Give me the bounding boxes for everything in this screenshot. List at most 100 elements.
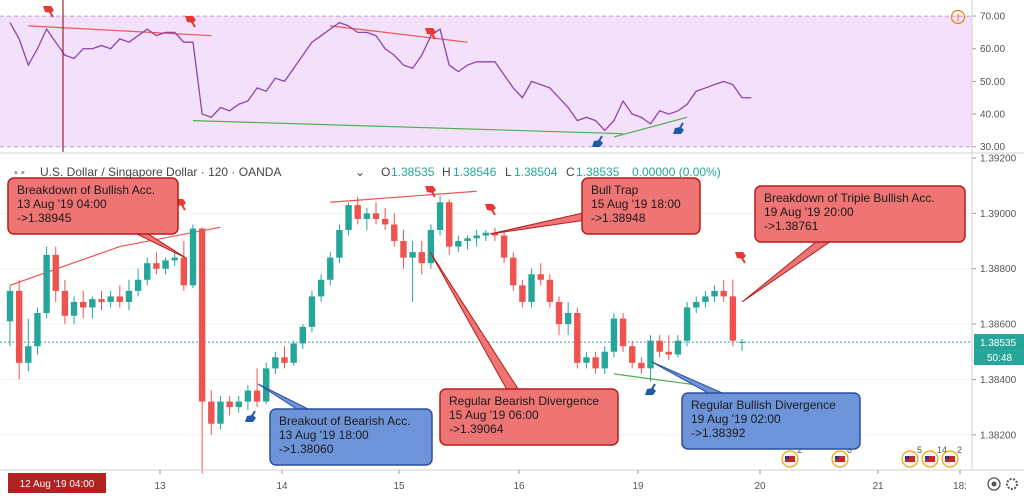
candle xyxy=(500,229,508,264)
price-trendlines xyxy=(9,190,697,386)
event-count: 2 xyxy=(797,445,802,455)
time-tick-label: 14 xyxy=(276,481,288,492)
bear-marker-icon[interactable] xyxy=(485,204,496,216)
candle xyxy=(528,268,535,308)
rsi-trendline[interactable] xyxy=(613,116,688,138)
candle-body xyxy=(693,301,700,308)
candle xyxy=(6,285,14,347)
candle-body xyxy=(61,290,69,316)
bull-marker-icon[interactable] xyxy=(592,135,603,147)
callout-box xyxy=(439,388,619,446)
candle-body xyxy=(592,357,599,369)
bull-marker-icon[interactable] xyxy=(245,410,256,422)
callout-line: Breakout of Bearish Acc. xyxy=(279,414,410,428)
candle-body xyxy=(455,241,462,247)
candle-body xyxy=(336,229,343,258)
candle xyxy=(171,252,178,266)
ohlc-c-label: C xyxy=(566,165,575,179)
candle xyxy=(25,318,32,372)
ohlc-l-value: 1.38504 xyxy=(514,165,558,179)
rsi-trendline[interactable] xyxy=(192,120,624,135)
time-tick-label: 18: xyxy=(953,481,967,492)
bear-marker-icon[interactable] xyxy=(425,28,436,40)
callout-line: 13 Aug '19 18:00 xyxy=(279,428,369,442)
callout-box xyxy=(269,408,433,466)
candle-body xyxy=(519,285,526,302)
candle-body xyxy=(134,279,142,291)
candle xyxy=(400,229,407,269)
candle xyxy=(455,235,462,253)
candle xyxy=(418,241,425,275)
candle-body xyxy=(345,205,352,230)
settings-icon[interactable] xyxy=(1006,478,1018,490)
event-flag-icon[interactable]: 14 xyxy=(921,445,947,468)
candle-body xyxy=(500,235,508,258)
price-axis: 1.39200 1.39000 1.38800 1.38600 1.38400 1.382… xyxy=(971,0,1024,470)
event-count: 14 xyxy=(937,445,947,455)
candle xyxy=(638,357,645,374)
candle-body xyxy=(198,228,206,402)
candle-body xyxy=(153,263,160,269)
bullish-callout[interactable]: Breakout of Bearish Acc.13 Aug '19 18:00… xyxy=(257,383,433,466)
callout-line: ->1.38060 xyxy=(279,442,334,456)
symbol-header: ▪ ▪ U.S. Dollar / Singapore Dollar · 120… xyxy=(14,165,721,179)
candle-body xyxy=(208,401,215,424)
candle-body xyxy=(381,218,389,225)
candle-body xyxy=(702,296,709,302)
candle-body xyxy=(555,301,563,325)
candle xyxy=(235,396,242,413)
price-trendline[interactable] xyxy=(613,373,697,386)
candle xyxy=(180,241,188,291)
screenshot-icon[interactable] xyxy=(987,477,1001,491)
candle xyxy=(317,274,325,302)
candle xyxy=(464,235,471,250)
bull-marker-icon[interactable] xyxy=(673,122,684,134)
candle-body xyxy=(299,326,306,344)
symbol-icon[interactable]: ▪ ▪ xyxy=(14,167,25,179)
alert-icon[interactable]: ! xyxy=(950,9,966,25)
candle xyxy=(555,296,563,336)
candle-body xyxy=(235,401,242,408)
bear-marker-icon[interactable] xyxy=(735,252,746,264)
candle xyxy=(674,335,682,358)
callout-line: ->1.39064 xyxy=(449,422,504,436)
rsi-band xyxy=(0,16,972,147)
symbol-dropdown-icon[interactable]: ⌄ xyxy=(355,165,365,179)
bear-marker-icon[interactable] xyxy=(185,16,196,28)
price-tick-label: 1.39200 xyxy=(980,154,1017,165)
candle xyxy=(189,224,197,289)
candle xyxy=(436,195,444,236)
candle-body xyxy=(272,357,279,369)
time-tick-label: 15 xyxy=(393,481,405,492)
callout-line: 19 Aug '19 20:00 xyxy=(764,205,854,219)
price-trendline[interactable] xyxy=(330,190,477,203)
event-flag-icon[interactable]: 2 xyxy=(781,445,802,468)
candle-body xyxy=(674,340,682,355)
candle-body xyxy=(180,257,188,286)
bear-marker-icon[interactable] xyxy=(425,186,436,198)
price-trendline[interactable] xyxy=(9,246,120,286)
candle-body xyxy=(629,346,636,363)
candle xyxy=(134,268,142,297)
candle xyxy=(290,340,297,366)
bearish-callout[interactable]: Breakdown of Bullish Acc.13 Aug '19 04:0… xyxy=(7,177,187,259)
rsi-trendline[interactable] xyxy=(28,25,212,37)
candle xyxy=(34,307,41,355)
callout-line: 19 Aug '19 02:00 xyxy=(691,412,781,426)
candle-body xyxy=(482,232,489,236)
callout-box xyxy=(7,177,179,235)
candle xyxy=(272,351,279,374)
candle-body xyxy=(25,346,32,363)
event-flag-icon[interactable]: 8 xyxy=(831,445,852,468)
candle-body xyxy=(98,299,105,302)
candle xyxy=(729,279,737,347)
bearish-callout[interactable]: Breakdown of Triple Bullish Acc.19 Aug '… xyxy=(741,185,966,303)
bull-marker-icon[interactable] xyxy=(645,383,656,395)
price-tick-label: 1.38200 xyxy=(980,430,1017,441)
bear-marker-icon[interactable] xyxy=(43,6,54,18)
event-flag-icon[interactable]: 2 xyxy=(941,445,962,468)
event-flag-icon[interactable]: 5 xyxy=(901,445,922,468)
